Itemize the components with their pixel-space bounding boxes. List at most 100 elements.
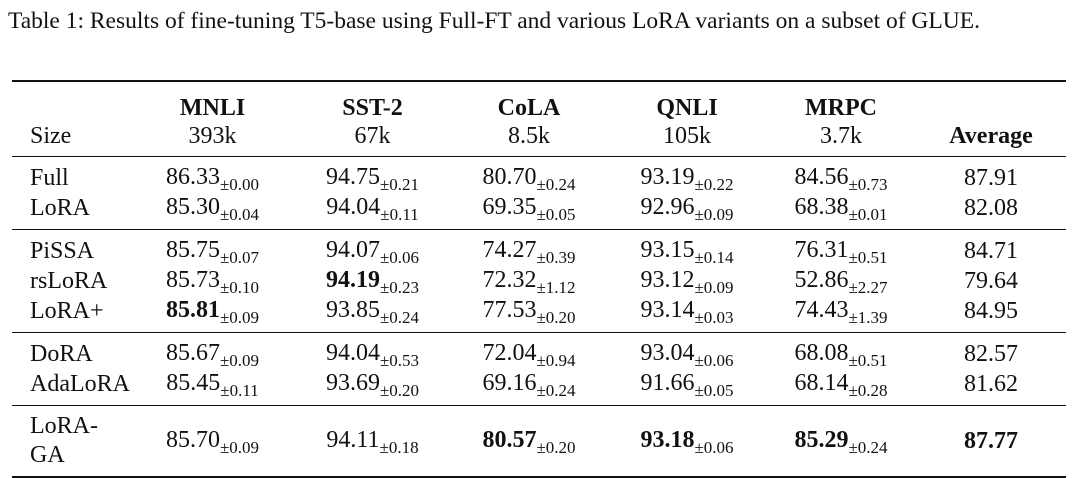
score-value: 93.15 [640,237,695,263]
score-value: 82.57 [964,340,1018,367]
score-value: 69.35 [482,194,537,220]
score-std: ±0.51 [848,248,888,267]
results-table: Size MNLI 393k SST-2 67k CoLA 8.5k QNLI 105k… [12,80,1066,478]
score-std: ±0.20 [379,381,420,400]
score-value: 69.16 [482,370,537,396]
method-name: DoRA [12,332,130,369]
score-cell: 68.08±0.51 [766,332,916,370]
score-value: 94.75 [325,164,380,190]
table-row: LoRA-GA 85.70±0.09 94.11±0.18 80.57±0.20 93.… [12,405,1066,478]
score-value: 82.08 [964,194,1018,221]
score-cell: 86.33±0.00 [130,156,295,194]
score-value: 68.08 [794,340,849,366]
score-value: 85.73 [165,267,220,293]
score-value: 74.27 [482,237,537,263]
table-row: rsLoRA 85.73±0.10 94.19±0.23 72.32±1.12 93.1… [12,266,1066,297]
score-value: 93.14 [640,297,695,323]
score-cell: 93.69±0.20 [295,369,450,406]
score-std: ±0.06 [694,438,734,457]
score-cell: 77.53±0.20 [450,296,608,333]
score-std: ±0.09 [219,351,260,370]
score-std: ±0.09 [694,205,734,224]
score-cell: 79.64 [916,266,1066,296]
score-cell: 93.18±0.06 [608,405,766,478]
score-value: 94.04 [326,194,381,220]
score-cell: 85.73±0.10 [130,266,295,297]
score-value: 72.32 [482,267,537,293]
score-value: 52.86 [794,267,849,293]
score-cell: 91.66±0.05 [608,369,766,406]
score-std: ±0.22 [694,175,734,194]
score-value: 87.77 [964,427,1018,454]
score-cell: 74.27±0.39 [450,229,608,267]
score-cell: 85.81±0.09 [130,296,295,333]
score-cell: 93.14±0.03 [608,296,766,333]
score-value: 85.45 [166,370,221,396]
score-std: ±0.20 [536,308,576,327]
score-value: 85.81 [165,297,220,323]
score-std: ±0.24 [536,175,576,194]
score-cell: 93.19±0.22 [608,156,766,194]
score-cell: 76.31±0.51 [766,229,916,267]
method-name: AdaLoRA [30,370,130,397]
score-std: ±0.51 [848,351,888,370]
score-value: 68.38 [794,194,849,220]
score-cell: 94.75±0.21 [295,156,450,194]
size-header: Size [12,80,130,157]
score-cell: 93.12±0.09 [608,266,766,297]
method-name: rsLoRA [30,267,108,294]
score-cell: 93.04±0.06 [608,332,766,370]
score-cell: 82.08 [916,193,1066,230]
score-std: ±0.00 [219,175,260,194]
score-value: 94.04 [325,340,380,366]
score-value: 85.75 [165,237,220,263]
score-cell: 68.14±0.28 [766,369,916,406]
score-value: 85.70 [165,427,220,453]
score-cell: 68.38±0.01 [766,193,916,230]
score-value: 93.19 [640,164,695,190]
score-value: 84.56 [794,164,849,190]
score-value: 94.11 [326,427,380,453]
score-cell: 74.43±1.39 [766,296,916,333]
table-row: AdaLoRA 85.45±0.11 93.69±0.20 69.16±0.24 91.… [12,369,1066,406]
score-value: 72.04 [482,340,537,366]
score-std: ±0.03 [694,308,734,327]
method-name: Full [12,156,130,193]
score-cell: 84.95 [916,296,1066,333]
score-std: ±0.23 [379,278,420,297]
header-mnli: MNLI 393k [130,80,295,157]
score-std: ±0.21 [379,175,420,194]
score-std: ±0.05 [694,381,734,400]
score-cell: 72.04±0.94 [450,332,608,370]
score-value: 85.29 [794,427,849,453]
header-qnli: QNLI 105k [608,80,766,157]
score-std: ±0.24 [379,308,420,327]
score-std: ±0.20 [536,438,576,457]
score-cell: 85.30±0.04 [130,193,295,230]
score-std: ±0.07 [219,248,260,267]
score-value: 76.31 [794,237,849,263]
score-cell: 85.67±0.09 [130,332,295,370]
score-std: ±0.06 [379,248,420,267]
method-name: PiSSA [12,229,130,266]
score-std: ±0.05 [536,205,576,224]
header-cola: CoLA 8.5k [450,80,608,157]
score-value: 92.96 [640,194,695,220]
score-cell: 87.77 [916,405,1066,478]
score-value: 84.71 [964,237,1018,264]
score-value: 94.07 [325,237,380,263]
score-cell: 92.96±0.09 [608,193,766,230]
table-row: Full 86.33±0.00 94.75±0.21 80.70±0.24 93.19±… [12,156,1066,194]
score-cell: 84.71 [916,229,1066,266]
score-value: 93.12 [640,267,695,293]
score-value: 79.64 [964,267,1018,294]
score-cell: 87.91 [916,156,1066,193]
score-std: ±0.18 [379,438,419,457]
score-cell: 85.70±0.09 [130,405,295,478]
score-value: 93.69 [325,370,380,396]
score-std: ±0.73 [848,175,888,194]
score-value: 93.04 [640,340,695,366]
score-cell: 80.57±0.20 [450,405,608,478]
score-cell: 93.15±0.14 [608,229,766,267]
score-std: ±0.24 [536,381,576,400]
